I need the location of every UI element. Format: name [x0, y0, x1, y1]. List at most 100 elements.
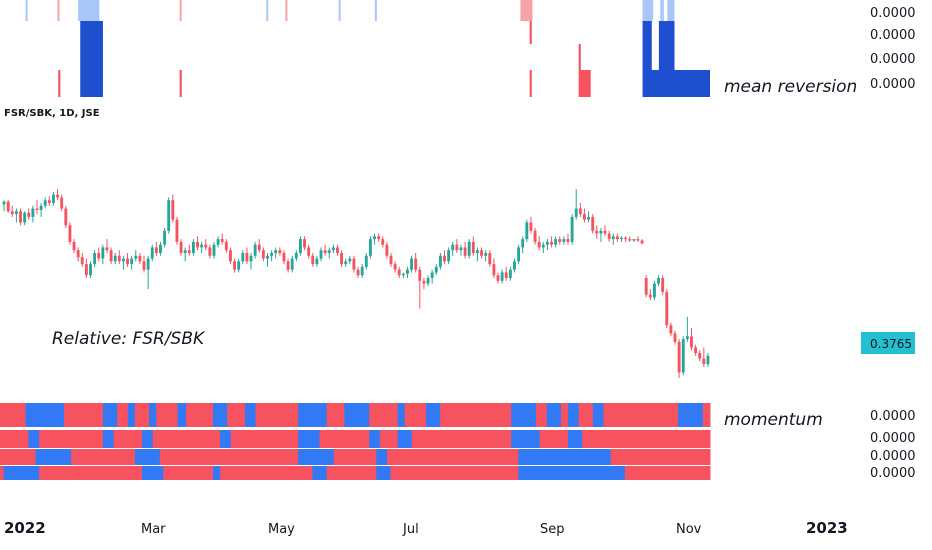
mean-reversion-mark [660, 0, 664, 21]
mean-reversion-mark [25, 0, 28, 21]
x-axis: 2022 Mar May Jul Sep Nov 2023 [4, 519, 848, 537]
candle-body [414, 258, 418, 270]
candle-body [681, 339, 685, 373]
momentum-segment [390, 466, 519, 480]
candle-body [261, 250, 265, 259]
candle-body [628, 239, 632, 241]
momentum-segment [227, 403, 246, 427]
momentum-segment [220, 430, 232, 448]
momentum-segment [376, 449, 388, 465]
candle-body [434, 266, 438, 273]
momentum-segment [379, 430, 399, 448]
candle-body [644, 278, 648, 295]
candle-body [19, 211, 22, 223]
momentum-segment [255, 403, 299, 427]
mean-reversion-label: mean reversion [724, 77, 857, 97]
candle-body [381, 239, 385, 245]
candle-body [266, 255, 269, 259]
candle-body [665, 291, 669, 326]
momentum-segment [298, 449, 335, 465]
candle-body [492, 264, 496, 276]
momentum-segment [678, 403, 704, 427]
candle-body [89, 264, 92, 276]
momentum-segment [560, 403, 569, 427]
candle-body [521, 239, 525, 248]
candle-body [10, 211, 14, 215]
mean-reversion-mark [80, 21, 103, 44]
candle-body [105, 247, 109, 251]
momentum-segment [298, 430, 320, 448]
candle-body [47, 200, 51, 203]
candle-body [443, 255, 446, 262]
candle-body [311, 255, 315, 265]
momentum-segment [71, 449, 136, 465]
candle-body [624, 237, 628, 240]
candle-body [175, 219, 179, 242]
candle-body [212, 244, 216, 256]
candle-body [113, 255, 117, 262]
candle-body [607, 233, 611, 240]
momentum-segment [142, 430, 154, 448]
candle-body [459, 247, 463, 251]
momentum-segment [568, 403, 580, 427]
momentum-segment [25, 403, 33, 427]
momentum-segment [333, 449, 377, 465]
momentum-pane [0, 403, 711, 480]
momentum-segment [0, 430, 29, 448]
momentum-segment [230, 430, 299, 448]
mean-reversion-mark [578, 70, 591, 97]
candle-body [150, 247, 154, 259]
candle-body [373, 236, 376, 240]
candle-body [669, 325, 673, 334]
candle-body [418, 269, 422, 281]
candle-body [438, 255, 442, 267]
momentum-segment [702, 403, 711, 427]
candle-body [179, 241, 183, 253]
momentum-segment [213, 403, 228, 427]
mean-reversion-mark [374, 0, 377, 21]
mean-reversion-mark [58, 70, 61, 97]
momentum-segment [518, 449, 612, 465]
candle-body [121, 258, 125, 262]
momentum-segment [163, 466, 214, 480]
candle-body [159, 244, 162, 253]
candle-body [336, 247, 339, 253]
momentum-segment [134, 449, 161, 465]
x-tick-nov: Nov [676, 522, 702, 537]
candle-body [706, 355, 710, 365]
mean-reversion-mark [658, 21, 675, 44]
candle-body [331, 247, 335, 251]
candle-body [471, 241, 475, 253]
candle-body [455, 244, 459, 251]
momentum-segment [511, 430, 541, 448]
candle-body [56, 194, 60, 198]
candle-body [377, 236, 381, 240]
candle-body [93, 253, 97, 265]
candle-body [60, 197, 64, 209]
candle-body [550, 241, 553, 245]
candle-body [27, 212, 31, 217]
candle-body [233, 261, 237, 270]
candle-body [360, 266, 364, 276]
momentum-segment [344, 403, 370, 427]
momentum-segment [440, 403, 512, 427]
momentum-label: momentum [724, 410, 823, 430]
candle-body [270, 253, 274, 256]
candle-body [385, 244, 389, 256]
candle-body [673, 333, 677, 342]
momentum-segment [35, 449, 72, 465]
momentum-segment [603, 403, 622, 427]
candle-body [109, 250, 113, 262]
candle-body [467, 241, 471, 256]
momentum-segment [71, 466, 143, 480]
candle-body [216, 239, 220, 245]
mean-reversion-row-value-1: 0.0000 [870, 6, 916, 21]
mean-reversion-mark [658, 44, 675, 70]
momentum-segment [578, 403, 594, 427]
candle-body [39, 205, 43, 210]
candle-body [253, 244, 257, 256]
mean-reversion-mark [179, 70, 182, 97]
candle-body [640, 240, 644, 244]
candle-body [578, 208, 582, 215]
candle-body [537, 241, 541, 248]
